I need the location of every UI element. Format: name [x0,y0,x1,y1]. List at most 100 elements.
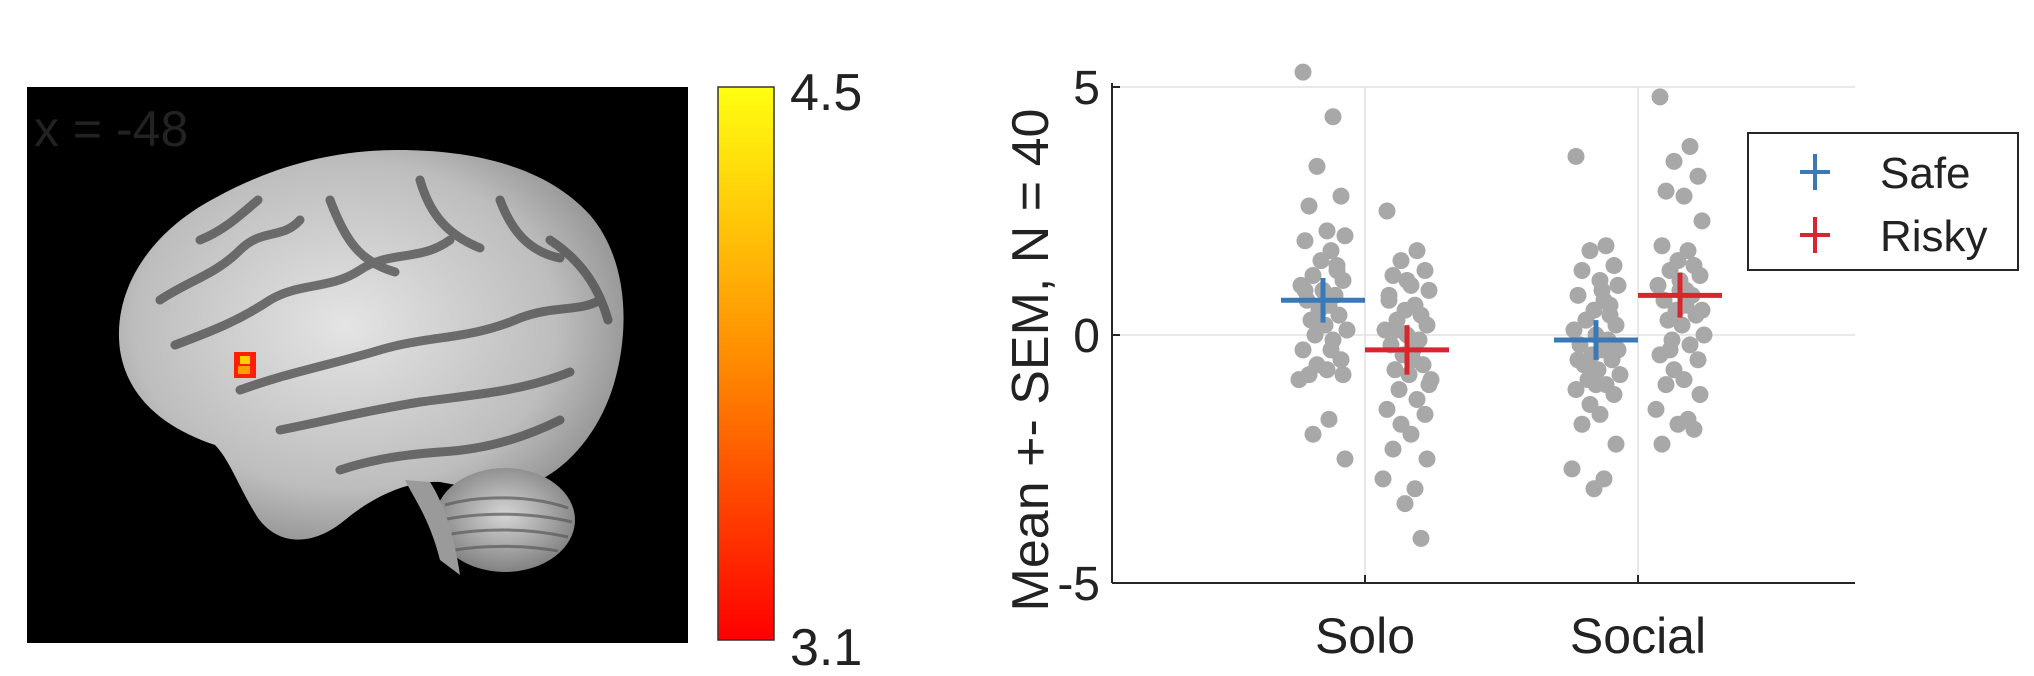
chart-axes [1111,83,1855,584]
data-point [1416,405,1434,423]
data-point [1322,341,1340,359]
data-point [1378,400,1396,418]
data-point [1320,410,1338,428]
data-point [1418,316,1436,334]
data-point [1384,440,1402,458]
brain-panel: x = -48 4.5 3.1 [27,64,862,676]
data-point [1607,435,1625,453]
data-point [1567,381,1585,399]
data-point [1380,291,1398,309]
data-point [1418,450,1436,468]
data-point [1689,351,1707,369]
data-point [1691,266,1709,284]
data-point [1386,361,1404,379]
data-point [1661,341,1679,359]
data-point [1565,321,1583,339]
data-point [1328,257,1346,275]
data-point [1681,138,1699,156]
data-point [1396,495,1414,513]
data-point [1669,415,1687,433]
data-point [1573,415,1591,433]
data-point [1304,425,1322,443]
data-point [1336,227,1354,245]
y-tick-label: -5 [1057,558,1100,611]
data-point [1693,301,1711,319]
data-point [1691,386,1709,404]
data-point [1378,202,1396,220]
data-point [1408,242,1426,260]
brain-slice-image [118,150,624,575]
data-point [1334,366,1352,384]
data-point [1312,252,1330,270]
data-point [1591,405,1609,423]
data-point [1605,386,1623,404]
data-point [1402,425,1420,443]
data-point [1420,281,1438,299]
data-point [1338,321,1356,339]
data-point [1567,147,1585,165]
data-point [1563,460,1581,478]
data-point [1665,152,1683,170]
data-point [1398,271,1416,289]
data-point [1601,296,1619,314]
data-point [1314,316,1332,334]
data-point [1689,167,1707,185]
data-point [1408,390,1426,408]
data-point [1611,366,1629,384]
x-tick-labels: Solo Social [1315,608,1706,664]
y-axis-label: Mean +- SEM, N = 40 [1002,109,1060,612]
data-point [1334,271,1352,289]
data-point [1581,242,1599,260]
legend-label: Risky [1880,212,1988,261]
data-point [1332,187,1350,205]
x-tick-label: Solo [1315,608,1415,664]
data-point [1390,381,1408,399]
data-point [1388,321,1406,339]
data-point [1607,316,1625,334]
data-point [1695,326,1713,344]
data-point [1649,276,1667,294]
colorbar [717,86,775,641]
mean-sem-markers [1281,273,1722,375]
data-point [1296,232,1314,250]
data-point [1384,266,1402,284]
data-point [1336,450,1354,468]
data-point [1609,276,1627,294]
data-point [1653,435,1671,453]
data-points [1290,63,1713,547]
data-point [1651,88,1669,106]
data-point [1675,187,1693,205]
data-point [1577,311,1595,329]
data-point [1573,262,1591,280]
data-point [1657,376,1675,394]
data-point [1647,400,1665,418]
data-point [1597,237,1615,255]
y-tick-label: 0 [1073,310,1100,363]
data-point [1420,376,1438,394]
data-point [1585,480,1603,498]
data-point [1673,316,1691,334]
colorbar-min-label: 3.1 [790,619,862,676]
x-tick-label: Social [1570,608,1706,664]
data-point [1605,257,1623,275]
data-point [1304,266,1322,284]
data-point [1693,212,1711,230]
data-point [1657,182,1675,200]
data-point [1681,336,1699,354]
y-tick-labels: -5 0 5 [1057,62,1100,611]
data-point [1416,262,1434,280]
activation-cluster [234,352,256,378]
data-point [1374,470,1392,488]
data-point [1294,341,1312,359]
data-point [1675,371,1693,389]
chart-panel: -5 0 5 Solo Social Mean +- SEM, N = 40 Safe… [1002,62,2019,664]
data-point [1569,286,1587,304]
slice-coordinate-label: x = -48 [34,101,188,157]
data-point [1593,281,1611,299]
data-point [1318,222,1336,240]
data-point [1406,480,1424,498]
data-point [1290,371,1308,389]
legend-box [1747,132,2019,271]
data-point [1653,237,1671,255]
